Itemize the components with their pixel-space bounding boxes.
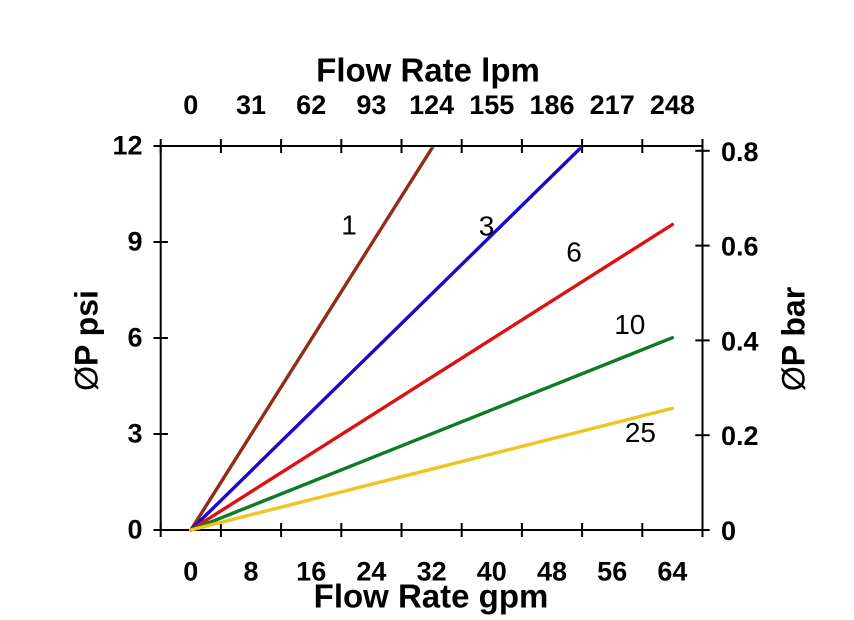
svg-text:56: 56 — [597, 556, 627, 586]
svg-text:Flow Rate gpm: Flow Rate gpm — [314, 578, 549, 615]
svg-text:ØP psi: ØP psi — [69, 290, 105, 391]
svg-text:8: 8 — [243, 556, 258, 586]
svg-text:0.4: 0.4 — [721, 326, 759, 356]
svg-text:10: 10 — [614, 309, 645, 340]
svg-text:32: 32 — [417, 556, 447, 586]
svg-text:40: 40 — [477, 556, 507, 586]
svg-text:48: 48 — [537, 556, 567, 586]
svg-text:0.6: 0.6 — [721, 232, 759, 262]
svg-text:155: 155 — [469, 90, 514, 120]
svg-text:6: 6 — [127, 323, 142, 353]
svg-text:0: 0 — [183, 556, 198, 586]
svg-text:3: 3 — [127, 419, 142, 449]
svg-text:0: 0 — [721, 516, 736, 546]
svg-text:1: 1 — [341, 209, 357, 240]
svg-text:31: 31 — [236, 90, 266, 120]
svg-text:16: 16 — [296, 556, 326, 586]
svg-text:Flow Rate lpm: Flow Rate lpm — [316, 52, 540, 89]
svg-text:62: 62 — [296, 90, 326, 120]
svg-text:12: 12 — [112, 131, 142, 161]
svg-text:9: 9 — [127, 227, 142, 257]
svg-text:0: 0 — [127, 515, 142, 545]
svg-text:0: 0 — [183, 90, 198, 120]
svg-text:64: 64 — [657, 556, 687, 586]
svg-text:186: 186 — [529, 90, 574, 120]
svg-text:0.2: 0.2 — [721, 421, 759, 451]
svg-text:248: 248 — [650, 90, 695, 120]
svg-text:0.8: 0.8 — [721, 137, 759, 167]
svg-text:6: 6 — [566, 237, 582, 268]
svg-text:124: 124 — [409, 90, 454, 120]
svg-text:ØP bar: ØP bar — [776, 287, 812, 391]
svg-text:217: 217 — [590, 90, 635, 120]
svg-text:93: 93 — [356, 90, 386, 120]
svg-text:25: 25 — [625, 417, 656, 448]
svg-text:24: 24 — [356, 556, 386, 586]
svg-text:3: 3 — [479, 210, 495, 241]
